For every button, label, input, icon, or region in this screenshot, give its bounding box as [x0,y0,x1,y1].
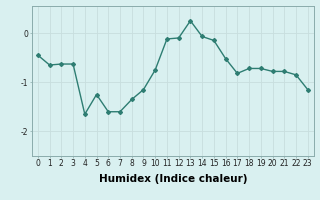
X-axis label: Humidex (Indice chaleur): Humidex (Indice chaleur) [99,174,247,184]
